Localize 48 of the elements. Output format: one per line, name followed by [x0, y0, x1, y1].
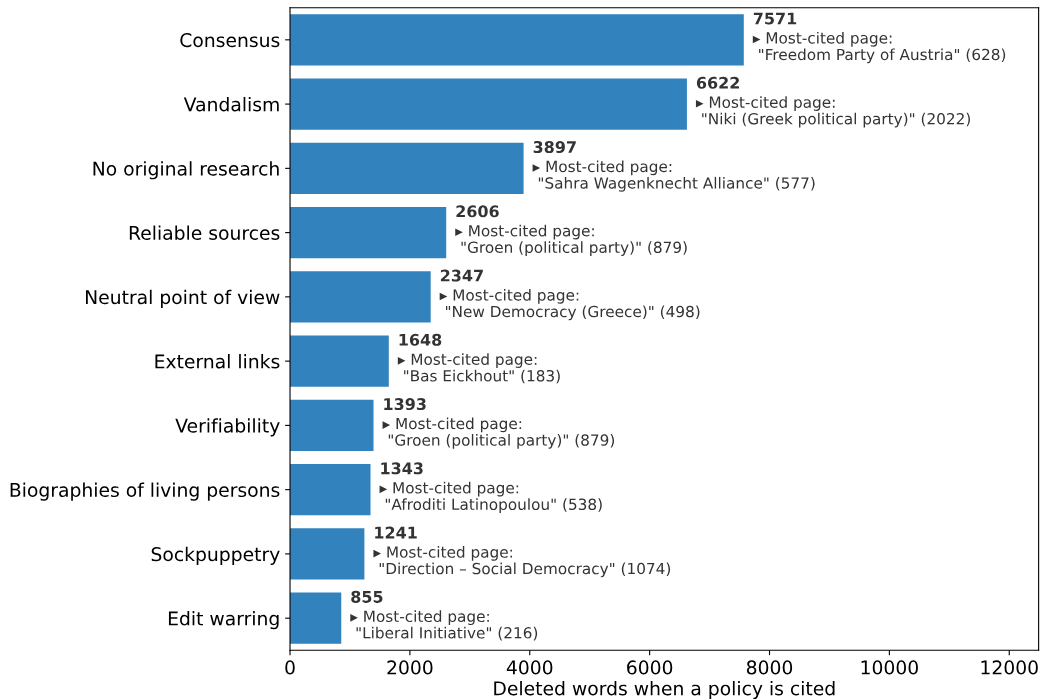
y-tick-label: No original research: [93, 161, 279, 180]
x-axis-title: Deleted words when a policy is cited: [494, 680, 835, 700]
x-tick-label: 4000: [506, 660, 553, 675]
bar: [290, 206, 447, 259]
x-tick-label: 2000: [387, 660, 433, 675]
y-tick-label: External links: [155, 354, 280, 369]
annotation: ▸ Most-cited page: "Freedom Party of Austria" (628): [752, 31, 1006, 64]
x-tick-label: 10000: [861, 660, 918, 675]
bar: [290, 78, 687, 130]
annotation: ▸ Most-cited page: "Afroditi Latinopoulou" (538): [379, 481, 602, 514]
x-tick-label: 8000: [746, 660, 793, 675]
y-tick-label: Consensus: [180, 33, 280, 48]
data-label: 3897: [533, 140, 576, 154]
bar: [290, 14, 744, 66]
x-tick-label: 12000: [981, 660, 1038, 675]
y-tick-label: Edit warring: [168, 611, 279, 630]
data-label: 1241: [375, 526, 417, 539]
bar: [290, 399, 374, 452]
bar: [290, 335, 389, 387]
annotation: ▸ Most-cited page: "Niki (Greek political party)" (2022): [695, 96, 970, 128]
y-tick-label: Biographies of living persons: [10, 482, 280, 501]
annotation: ▸ Most-cited page: "Liberal Initiative" (216): [350, 610, 538, 641]
bar: [290, 142, 524, 195]
data-label: 2347: [440, 269, 483, 282]
bar: [290, 528, 365, 580]
x-tick-label: 6000: [627, 660, 673, 675]
data-label: 1648: [399, 333, 442, 346]
data-label: 855: [351, 590, 383, 603]
annotation: ▸ Most-cited page: "Direction – Social Democracy" (1074): [373, 545, 671, 578]
y-tick-label: Vandalism: [183, 96, 279, 112]
bar: [290, 592, 342, 644]
annotation: ▸ Most-cited page: "Groen (political party)" (879): [455, 224, 687, 256]
annotation: ▸ Most-cited page: "Bas Eickhout" (183): [397, 353, 560, 384]
data-label: 1343: [381, 462, 423, 475]
data-label: 2606: [456, 205, 499, 218]
annotation: ▸ Most-cited page: "New Democracy (Greece)" (498): [439, 288, 700, 321]
bar: [290, 463, 371, 516]
y-tick-label: Neutral point of view: [85, 289, 280, 308]
y-tick-label: Reliable sources: [129, 225, 280, 240]
data-label: 7571: [753, 12, 797, 25]
annotation: ▸ Most-cited page: "Sahra Wagenknecht Alliance" (577): [532, 160, 815, 192]
data-label: 6622: [696, 76, 739, 89]
bar: [290, 271, 431, 323]
annotation: ▸ Most-cited page: "Groen (political party)" (879): [382, 417, 615, 449]
data-label: 1393: [384, 398, 426, 411]
y-tick-label: Verifiability: [175, 418, 280, 437]
y-tick-label: Sockpuppetry: [151, 546, 280, 565]
x-tick-label: 0: [285, 660, 295, 675]
